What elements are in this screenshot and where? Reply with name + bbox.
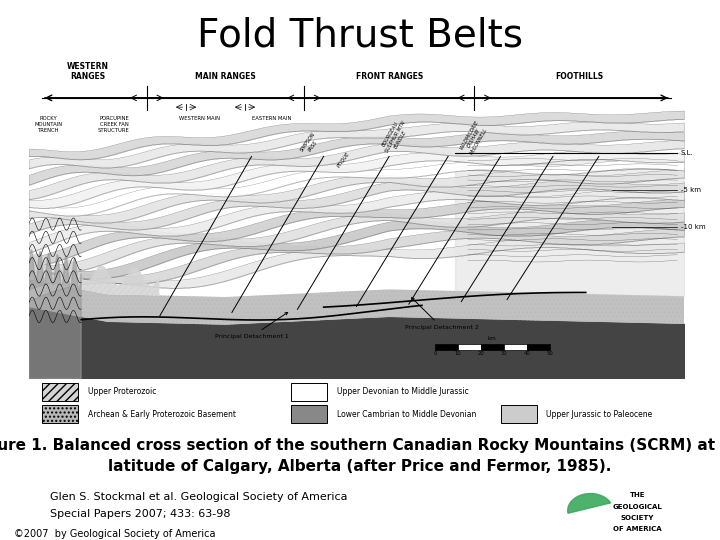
Bar [291, 382, 327, 401]
Text: ©2007  by Geological Society of America: ©2007 by Geological Society of America [14, 529, 216, 539]
Text: ROCKY
MOUNTAIN
TRENCH: ROCKY MOUNTAIN TRENCH [35, 117, 63, 133]
Text: Glen S. Stockmal et al. Geological Society of America: Glen S. Stockmal et al. Geological Socie… [50, 492, 348, 502]
Text: Lower Cambrian to Middle Devonian: Lower Cambrian to Middle Devonian [337, 410, 476, 419]
Text: 20: 20 [477, 351, 485, 356]
Text: Figure 1. Balanced cross section of the southern Canadian Rocky Mountains (SCRM): Figure 1. Balanced cross section of the … [0, 438, 720, 453]
Text: -5 km: -5 km [680, 187, 701, 193]
Text: Fold Thrust Belts: Fold Thrust Belts [197, 16, 523, 54]
Bar [42, 405, 78, 423]
Text: Principal Detachment 1: Principal Detachment 1 [215, 313, 289, 339]
Text: SOCIETY: SOCIETY [621, 515, 654, 521]
Text: S.L.: S.L. [680, 150, 693, 156]
Text: 10: 10 [454, 351, 462, 356]
Text: Upper Jurassic to Paleocene: Upper Jurassic to Paleocene [546, 410, 652, 419]
Text: PTIQUE: PTIQUE [336, 151, 351, 168]
Bar [500, 405, 536, 423]
Text: Principal Detachment 2: Principal Detachment 2 [405, 298, 479, 330]
Text: 0: 0 [433, 351, 437, 356]
Text: EASTERN MAIN: EASTERN MAIN [251, 117, 291, 122]
Text: km: km [488, 335, 497, 341]
Text: PORCUPINE
CREEK FAN
STRUCTURE: PORCUPINE CREEK FAN STRUCTURE [98, 117, 130, 133]
Text: WILDMILDRIE
EXSHAW
McCONNELL: WILDMILDRIE EXSHAW McCONNELL [459, 119, 490, 157]
Text: FRONT RANGES: FRONT RANGES [356, 72, 423, 81]
Text: 50: 50 [546, 351, 553, 356]
Text: SIMPSON
PASS: SIMPSON PASS [300, 132, 321, 157]
Text: 40: 40 [523, 351, 530, 356]
Text: -10 km: -10 km [680, 224, 706, 230]
Polygon shape [568, 494, 611, 513]
Text: THE: THE [629, 492, 645, 498]
Text: latitude of Calgary, Alberta (after Price and Fermor, 1985).: latitude of Calgary, Alberta (after Pric… [108, 460, 612, 475]
Text: GEOLOGICAL: GEOLOGICAL [612, 504, 662, 510]
Bar [291, 405, 327, 423]
Text: OF AMERICA: OF AMERICA [613, 526, 662, 532]
Bar [42, 382, 78, 401]
Text: WESTERN
RANGES: WESTERN RANGES [67, 62, 109, 81]
Text: Archean & Early Proterozoic Basement: Archean & Early Proterozoic Basement [88, 410, 235, 419]
Text: FOOTHILLS: FOOTHILLS [555, 72, 603, 81]
Text: Special Papers 2007; 433: 63-98: Special Papers 2007; 433: 63-98 [50, 509, 231, 519]
Text: WESTERN MAIN: WESTERN MAIN [179, 117, 220, 122]
Text: MAIN RANGES: MAIN RANGES [195, 72, 256, 81]
Text: 30: 30 [500, 351, 507, 356]
Text: Upper Devonian to Middle Jurassic: Upper Devonian to Middle Jurassic [337, 387, 469, 396]
Text: Upper Proterozoic: Upper Proterozoic [88, 387, 156, 396]
Text: BOURGEAU
SULPHUR MTN
BUNDLE: BOURGEAU SULPHUR MTN BUNDLE [379, 117, 412, 157]
